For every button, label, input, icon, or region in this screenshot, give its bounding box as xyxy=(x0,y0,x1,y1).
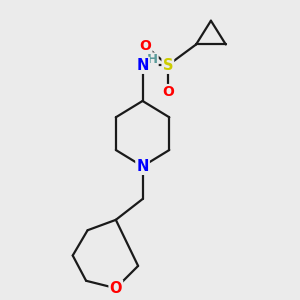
Text: O: O xyxy=(140,39,152,53)
Text: N: N xyxy=(136,159,149,174)
Text: N: N xyxy=(136,58,149,73)
Text: O: O xyxy=(110,281,122,296)
Text: S: S xyxy=(163,58,173,73)
Text: O: O xyxy=(162,85,174,99)
Text: H: H xyxy=(146,53,158,66)
